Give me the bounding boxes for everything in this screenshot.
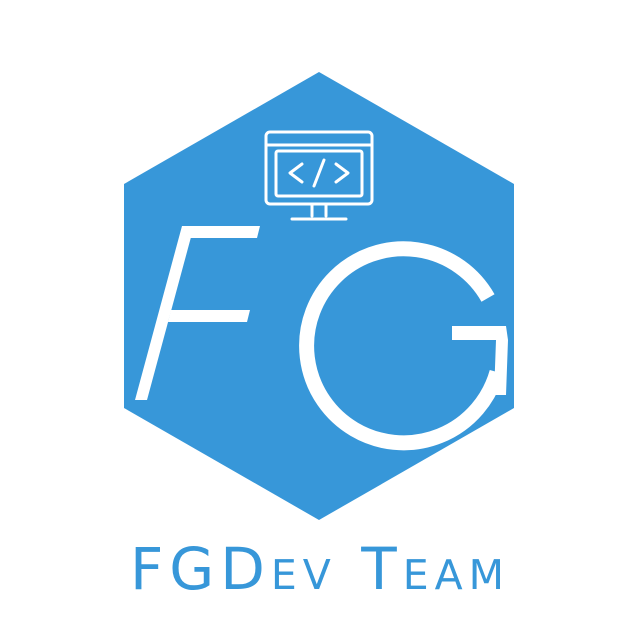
team-name-wordmark: FGDev Team xyxy=(129,535,511,603)
monogram-letter-f xyxy=(135,226,260,400)
monitor-code-icon xyxy=(264,130,374,221)
monogram-letter-g xyxy=(299,241,508,451)
